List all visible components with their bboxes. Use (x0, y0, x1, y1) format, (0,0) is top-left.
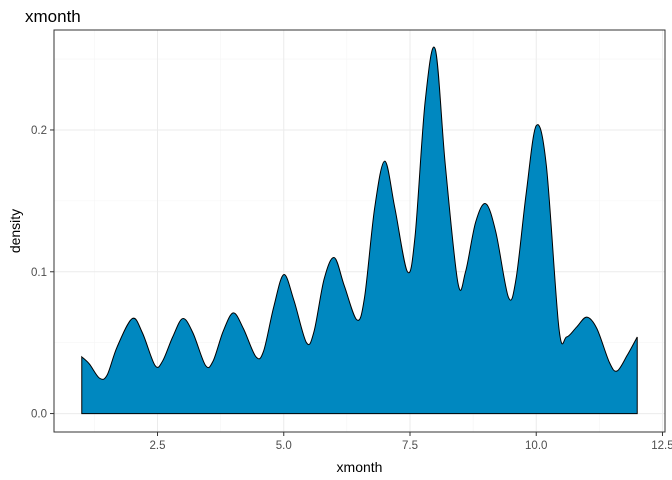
y-axis-title: density (7, 209, 23, 253)
chart-title: xmonth (25, 7, 81, 26)
y-tick-label-2: 0.2 (31, 125, 47, 137)
density-area (81, 46, 638, 415)
y-axis: 0.0 0.1 0.2 (31, 125, 54, 421)
x-tick-label-0: 2.5 (150, 440, 166, 452)
y-tick-label-0: 0.0 (31, 409, 47, 421)
x-tick-label-1: 5.0 (276, 440, 292, 452)
x-tick-label-4: 12.5 (651, 440, 672, 452)
panel-border (53, 29, 666, 433)
x-tick-label-3: 10.0 (525, 440, 547, 452)
x-tick-label-2: 7.5 (402, 440, 418, 452)
y-tick-label-1: 0.1 (31, 267, 47, 279)
x-axis-title: xmonth (337, 459, 383, 475)
x-axis: 2.5 5.0 7.5 10.0 12.5 (150, 432, 672, 452)
density-fill (81, 46, 638, 415)
